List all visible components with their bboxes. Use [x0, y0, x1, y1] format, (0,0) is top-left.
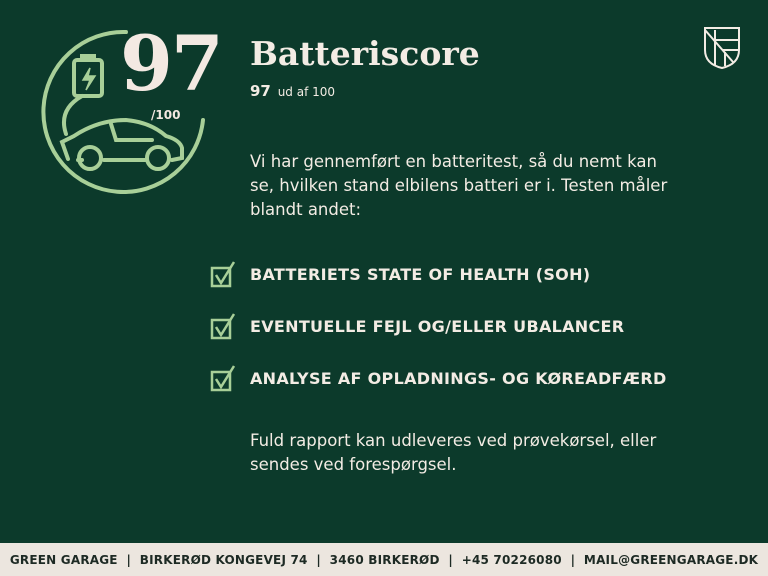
intro-text: Vi har gennemført en batteritest, så du … [250, 152, 668, 219]
battery-score-badge [41, 29, 205, 194]
checkbox-checked-icon [210, 261, 236, 288]
footer-text: GREEN GARAGE | BIRKERØD KONGEVEJ 74 | 34… [9, 552, 759, 567]
shield-logo-icon [704, 27, 740, 70]
electric-car-icon [59, 117, 184, 171]
score-number: 97 [120, 19, 224, 108]
checklist-label: EVENTUELLE FEJL OG/ELLER UBALANCER [250, 316, 625, 336]
checklist-item: ANALYSE AF OPLADNINGS- OG KØREADFÆRD [210, 352, 667, 404]
checkbox-checked-icon [210, 365, 236, 392]
checklist-item: BATTERIETS STATE OF HEALTH (SOH) [210, 248, 667, 300]
checklist-label: BATTERIETS STATE OF HEALTH (SOH) [250, 264, 591, 284]
footer-contact: GREEN GARAGE | BIRKERØD KONGEVEJ 74 | 34… [0, 543, 768, 576]
score-subtitle: 97 ud af 100 [250, 82, 335, 100]
page-title: Batteriscore [250, 34, 480, 73]
checklist: BATTERIETS STATE OF HEALTH (SOH) EVENTUE… [210, 248, 667, 404]
score-suffix: ud af 100 [277, 85, 336, 99]
score-ring [41, 29, 205, 194]
outro-text: Fuld rapport kan udleveres ved prøvekørs… [250, 431, 657, 474]
checklist-item: EVENTUELLE FEJL OG/ELLER UBALANCER [210, 300, 667, 352]
score-value: 97 [250, 82, 271, 100]
checklist-label: ANALYSE AF OPLADNINGS- OG KØREADFÆRD [250, 368, 667, 388]
score-max: /100 [151, 108, 181, 122]
battery-charging-icon [62, 54, 104, 136]
checkbox-checked-icon [210, 313, 236, 340]
